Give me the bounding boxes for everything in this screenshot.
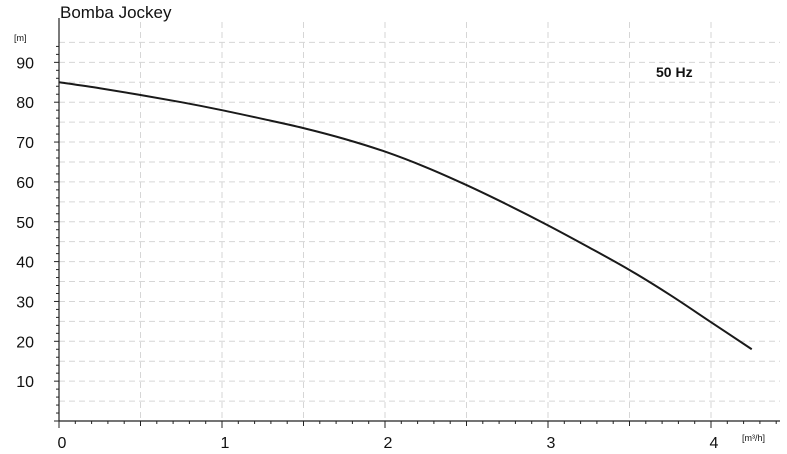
y-axis-unit-label: [m] xyxy=(14,33,27,43)
frequency-annotation: 50 Hz xyxy=(656,64,693,80)
y-tick-label: 70 xyxy=(16,135,34,152)
x-tick-label: 1 xyxy=(221,435,230,452)
y-tick-label: 50 xyxy=(16,215,34,232)
x-tick-label: 0 xyxy=(58,435,67,452)
tick-marks xyxy=(54,45,777,428)
tick-labels: 10 20 30 40 50 60 70 80 90 0 1 2 3 4 xyxy=(16,55,718,452)
y-tick-label: 20 xyxy=(16,334,34,351)
y-tick-label: 60 xyxy=(16,175,34,192)
x-tick-label: 4 xyxy=(710,435,719,452)
x-axis-unit-label: [m³/h] xyxy=(742,433,766,443)
y-tick-label: 80 xyxy=(16,95,34,112)
x-tick-label: 3 xyxy=(547,435,556,452)
x-tick-label: 2 xyxy=(384,435,393,452)
series-group xyxy=(58,81,753,351)
chart-title: Bomba Jockey xyxy=(60,3,172,22)
y-tick-label: 40 xyxy=(16,255,34,272)
pump-curve-line xyxy=(58,81,753,351)
y-tick-label: 90 xyxy=(16,55,34,72)
y-tick-label: 10 xyxy=(16,374,34,391)
y-tick-label: 30 xyxy=(16,294,34,311)
grid-lines xyxy=(59,22,780,421)
axes xyxy=(58,18,780,422)
